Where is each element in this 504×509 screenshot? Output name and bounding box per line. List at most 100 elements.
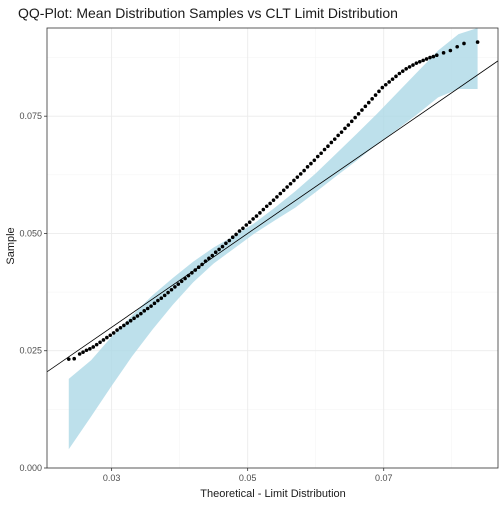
data-point xyxy=(156,298,160,303)
data-point xyxy=(326,144,330,149)
data-point xyxy=(132,316,136,321)
data-point xyxy=(135,314,140,318)
y-tick-label: 0.050 xyxy=(19,228,42,238)
data-point xyxy=(462,41,466,46)
data-point xyxy=(366,100,371,105)
data-point xyxy=(353,115,357,120)
data-point xyxy=(373,93,378,97)
data-point xyxy=(254,214,259,218)
data-point xyxy=(349,119,354,124)
data-point xyxy=(336,133,340,138)
data-point xyxy=(186,273,191,278)
data-point xyxy=(281,188,286,193)
data-point xyxy=(224,241,228,246)
data-point xyxy=(122,323,126,328)
data-point xyxy=(302,168,306,173)
data-point xyxy=(169,287,174,292)
data-point xyxy=(404,67,408,71)
data-point xyxy=(145,306,150,311)
data-point xyxy=(428,55,432,60)
data-point xyxy=(196,265,201,270)
data-point xyxy=(370,97,374,101)
data-point xyxy=(292,178,296,183)
data-point xyxy=(244,223,249,227)
confidence-band xyxy=(68,28,478,450)
y-axis-title: Sample xyxy=(5,227,17,264)
data-point xyxy=(220,244,225,249)
data-point xyxy=(285,185,289,189)
data-point xyxy=(407,65,412,69)
data-point xyxy=(343,126,347,131)
data-point xyxy=(251,217,255,221)
data-point xyxy=(94,342,99,347)
axes-layer: 0.03 0.05 0.07 0.000 0.025 0.050 0.075 xyxy=(19,27,499,483)
data-point xyxy=(377,89,381,94)
data-point xyxy=(115,328,119,332)
data-point xyxy=(193,268,198,272)
data-point xyxy=(329,140,334,145)
data-point xyxy=(77,352,82,356)
data-point xyxy=(315,154,320,159)
data-point xyxy=(166,290,170,295)
points-layer xyxy=(66,40,480,361)
data-point xyxy=(414,61,419,65)
data-point xyxy=(72,356,77,361)
data-point xyxy=(319,151,323,156)
data-point xyxy=(312,158,317,163)
data-point xyxy=(159,296,164,300)
data-point xyxy=(203,259,208,263)
data-point xyxy=(332,137,337,141)
data-point xyxy=(200,262,204,267)
data-point xyxy=(111,331,116,335)
data-point xyxy=(98,340,102,345)
data-point xyxy=(125,321,130,325)
confidence-band-layer xyxy=(68,28,478,450)
data-point xyxy=(261,207,266,212)
data-point xyxy=(258,211,262,215)
data-point xyxy=(162,293,167,298)
x-tick-label: 0.07 xyxy=(375,473,393,483)
data-point xyxy=(390,77,395,81)
data-point xyxy=(264,204,269,209)
data-point xyxy=(305,165,310,169)
data-point xyxy=(275,195,279,199)
data-point xyxy=(173,285,177,289)
data-point xyxy=(417,59,422,64)
x-tick-label: 0.03 xyxy=(103,473,121,483)
data-point xyxy=(475,40,480,44)
data-point xyxy=(139,311,143,316)
chart-title: QQ-Plot: Mean Distribution Samples vs CL… xyxy=(18,5,398,21)
data-point xyxy=(424,57,429,61)
data-point xyxy=(179,279,184,284)
data-point xyxy=(400,69,405,73)
data-point xyxy=(152,301,157,306)
data-point xyxy=(298,172,303,176)
data-point xyxy=(101,338,106,342)
data-point xyxy=(91,345,96,349)
data-point xyxy=(322,147,327,152)
data-point xyxy=(108,333,113,338)
data-point xyxy=(207,256,211,261)
y-tick-label: 0.000 xyxy=(19,463,42,473)
data-point xyxy=(118,325,123,330)
data-point xyxy=(455,44,459,49)
data-point xyxy=(421,58,425,63)
data-point xyxy=(66,357,71,361)
data-point xyxy=(411,63,415,67)
data-point xyxy=(380,85,385,90)
data-point xyxy=(383,82,388,87)
data-point xyxy=(183,276,187,281)
data-point xyxy=(217,247,221,252)
x-tick-label: 0.05 xyxy=(239,473,257,483)
data-point xyxy=(227,238,232,243)
data-point xyxy=(237,229,242,233)
data-point xyxy=(271,198,276,202)
data-point xyxy=(278,191,283,196)
data-point xyxy=(288,181,293,186)
data-point xyxy=(176,282,181,286)
data-point xyxy=(387,80,391,84)
data-point xyxy=(397,71,402,76)
data-point xyxy=(394,74,398,79)
